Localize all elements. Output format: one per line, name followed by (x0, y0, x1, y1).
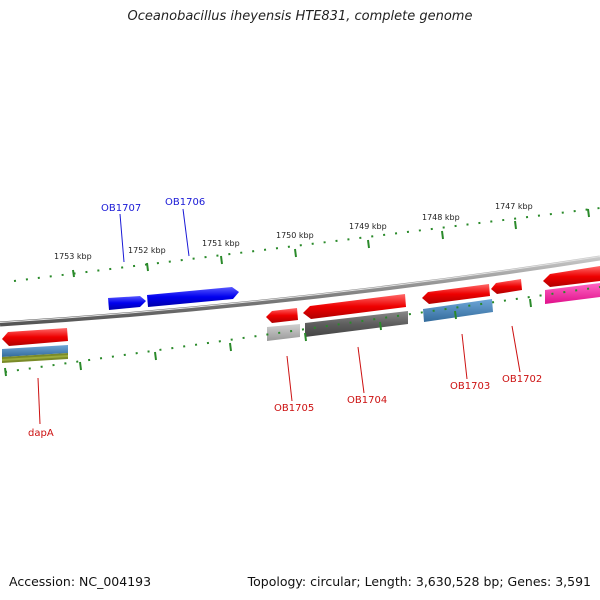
feature-ob1705-lightgray (267, 324, 300, 341)
scale-label-1747: 1747 kbp (495, 202, 533, 211)
forward-scale-ticks (13, 207, 600, 282)
gene-ob1704[interactable] (303, 294, 406, 319)
accession-label: Accession: NC_004193 (9, 574, 152, 589)
gene-right-edge[interactable] (543, 266, 600, 287)
label-leader-lines (37, 208, 521, 425)
gene-ob1705[interactable] (266, 308, 298, 323)
scale-label-1752: 1752 kbp (128, 246, 166, 255)
gene-label-ob1705: OB1705 (274, 403, 314, 414)
genome-backbone (0, 255, 600, 327)
feature-ob1703-steelblue (423, 299, 493, 322)
feature-dapA-olive (2, 353, 68, 363)
scale-label-1750: 1750 kbp (276, 231, 314, 240)
gene-ob1703[interactable] (422, 284, 490, 304)
reverse-scale-ticks (4, 286, 600, 377)
genome-summary: Topology: circular; Length: 3,630,528 bp… (247, 574, 591, 589)
gene-ob1706[interactable] (147, 287, 239, 307)
gene-label-dapA: dapA (28, 428, 54, 439)
gene-label-ob1706: OB1706 (165, 197, 205, 208)
gene-label-ob1703: OB1703 (450, 381, 490, 392)
gene-label-ob1704: OB1704 (347, 395, 387, 406)
gene-label-ob1707: OB1707 (101, 203, 141, 214)
gene-ob1707[interactable] (108, 296, 146, 310)
scale-label-1749: 1749 kbp (349, 222, 387, 231)
scale-label-1748: 1748 kbp (422, 213, 460, 222)
gene-label-ob1702: OB1702 (502, 374, 542, 385)
gene-dapA[interactable] (2, 328, 68, 346)
map-title: Oceanobacillus iheyensis HTE831, complet… (127, 9, 473, 24)
feature-right-edge-magenta (545, 283, 600, 304)
scale-label-1753: 1753 kbp (54, 252, 92, 261)
feature-ob1704-gray (305, 311, 408, 337)
gene-ob1702[interactable] (491, 279, 522, 294)
scale-label-1751: 1751 kbp (202, 239, 240, 248)
